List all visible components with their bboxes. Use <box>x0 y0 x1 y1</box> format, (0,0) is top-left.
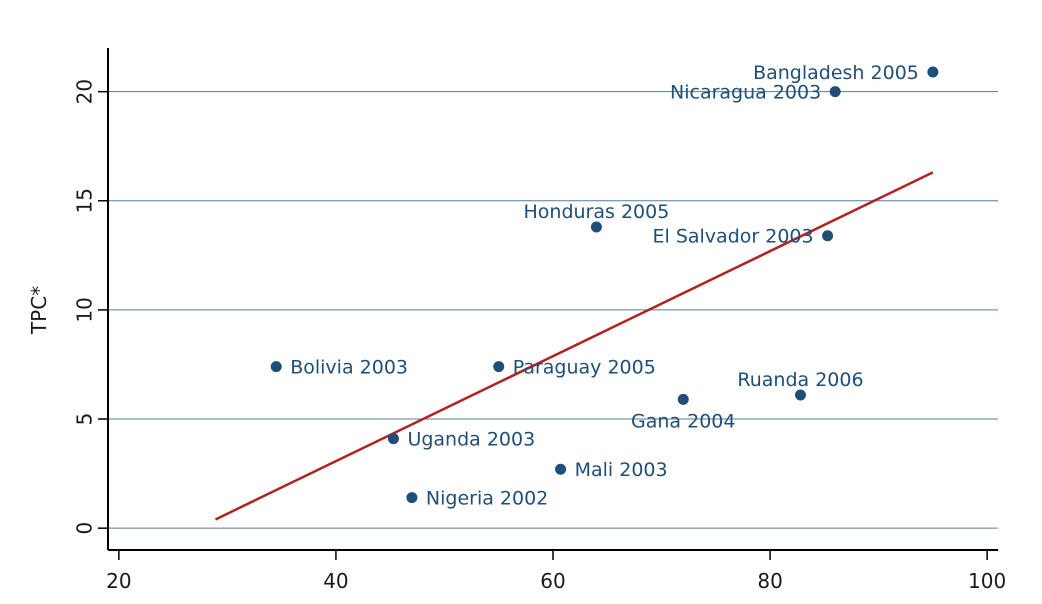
data-point <box>927 66 939 78</box>
point-label: El Salvador 2003 <box>653 226 814 248</box>
gridlines <box>108 91 998 529</box>
tick-labels: 0 5 10 15 20 20 40 60 80 100 <box>73 79 1007 593</box>
x-tick-label-20: 20 <box>106 569 131 593</box>
y-tick-label-20: 20 <box>73 79 97 104</box>
data-point <box>493 361 505 373</box>
point-label: Paraguay 2005 <box>513 357 656 379</box>
point-label: Ruanda 2006 <box>737 369 863 391</box>
data-point <box>270 361 282 373</box>
y-tick-label-0: 0 <box>73 522 97 535</box>
data-points <box>270 66 939 504</box>
y-tick-label-5: 5 <box>73 413 97 426</box>
x-tick-label-80: 80 <box>757 569 782 593</box>
point-label: Gana 2004 <box>631 410 735 432</box>
x-tick-label-40: 40 <box>323 569 348 593</box>
point-label: Mali 2003 <box>575 459 668 481</box>
data-point <box>829 86 841 98</box>
point-label: Nigeria 2002 <box>426 488 548 510</box>
x-tick-label-60: 60 <box>540 569 565 593</box>
fit-line <box>214 171 934 521</box>
data-point <box>555 463 567 475</box>
point-label: Honduras 2005 <box>524 201 670 223</box>
data-point <box>822 230 834 242</box>
point-label: Bangladesh 2005 <box>753 62 919 84</box>
y-tick-label-10: 10 <box>73 297 97 322</box>
data-point <box>590 221 602 233</box>
y-axis-title: TPC* <box>27 286 51 335</box>
y-tick-label-15: 15 <box>73 188 97 213</box>
data-point <box>387 433 399 445</box>
x-tick-label-100: 100 <box>968 569 1006 593</box>
data-point <box>406 492 418 504</box>
data-point <box>677 393 689 405</box>
point-label: Bolivia 2003 <box>290 357 408 379</box>
point-label: Uganda 2003 <box>407 429 535 451</box>
point-label: Nicaragua 2003 <box>670 82 821 104</box>
data-point <box>794 389 806 401</box>
axes <box>98 48 998 560</box>
fit-line-layer <box>214 171 934 521</box>
